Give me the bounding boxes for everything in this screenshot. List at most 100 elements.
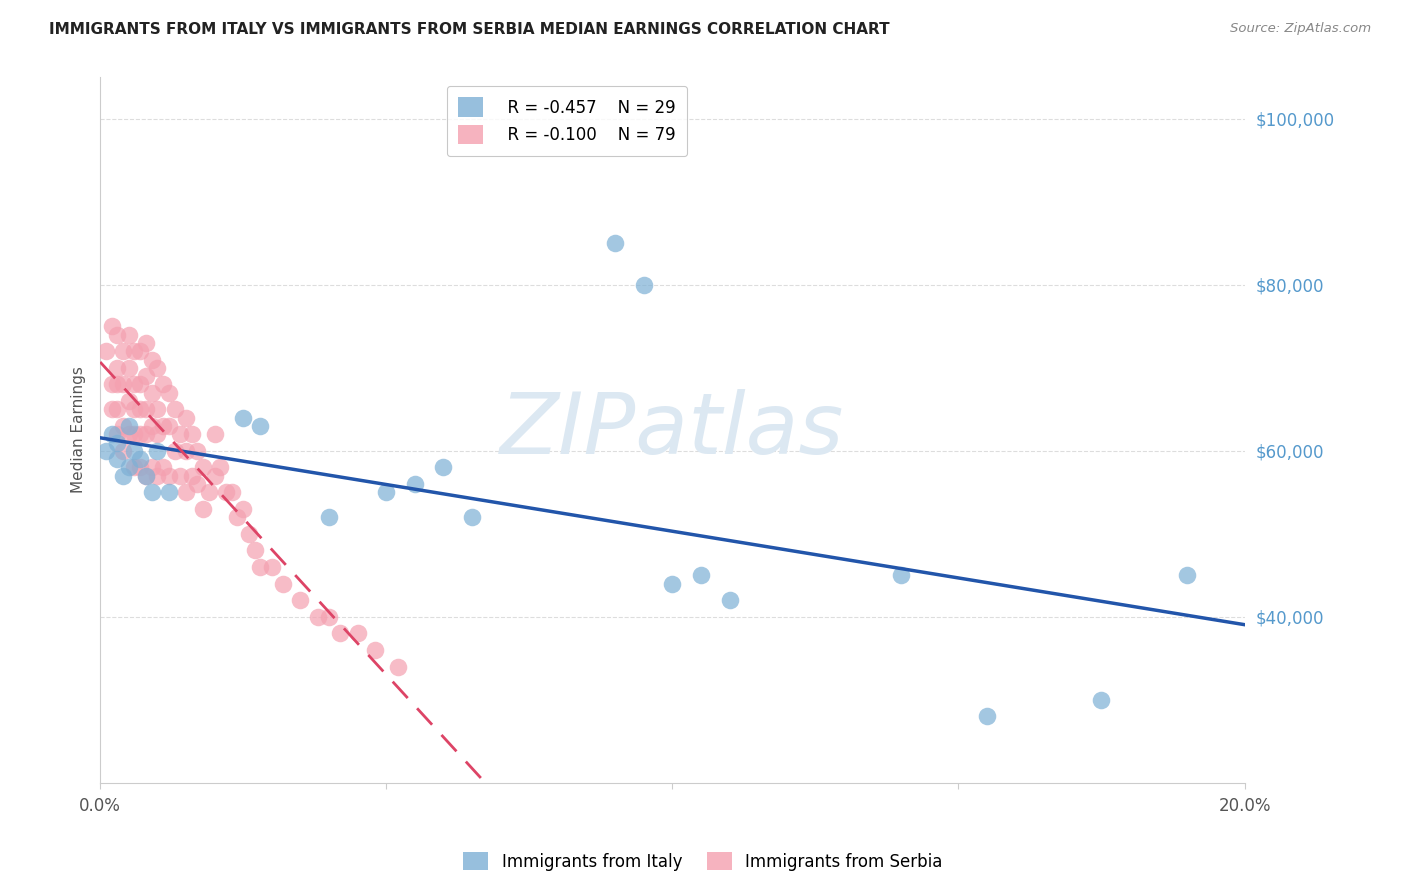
Point — [111, 418, 134, 433]
Point — [432, 460, 454, 475]
Point — [124, 427, 146, 442]
Point — [124, 443, 146, 458]
Point — [204, 468, 226, 483]
Point — [976, 709, 998, 723]
Point — [100, 319, 122, 334]
Point — [890, 568, 912, 582]
Point — [169, 468, 191, 483]
Point — [141, 485, 163, 500]
Point — [124, 460, 146, 475]
Point — [633, 277, 655, 292]
Point — [364, 643, 387, 657]
Point — [329, 626, 352, 640]
Point — [100, 427, 122, 442]
Point — [129, 427, 152, 442]
Point — [141, 460, 163, 475]
Point — [232, 410, 254, 425]
Point — [124, 377, 146, 392]
Point — [1090, 692, 1112, 706]
Point — [163, 443, 186, 458]
Point — [152, 418, 174, 433]
Point — [157, 418, 180, 433]
Point — [129, 402, 152, 417]
Point — [105, 377, 128, 392]
Point — [163, 402, 186, 417]
Point — [135, 402, 157, 417]
Point — [146, 468, 169, 483]
Point — [135, 335, 157, 350]
Point — [404, 477, 426, 491]
Point — [94, 344, 117, 359]
Point — [191, 460, 214, 475]
Point — [318, 510, 340, 524]
Point — [215, 485, 238, 500]
Point — [387, 659, 409, 673]
Point — [105, 402, 128, 417]
Point — [249, 560, 271, 574]
Legend:   R = -0.457    N = 29,   R = -0.100    N = 79: R = -0.457 N = 29, R = -0.100 N = 79 — [447, 86, 688, 156]
Point — [461, 510, 484, 524]
Point — [146, 427, 169, 442]
Point — [169, 427, 191, 442]
Point — [141, 385, 163, 400]
Point — [94, 443, 117, 458]
Point — [238, 526, 260, 541]
Y-axis label: Median Earnings: Median Earnings — [72, 367, 86, 493]
Point — [243, 543, 266, 558]
Point — [118, 394, 141, 409]
Point — [100, 402, 122, 417]
Point — [152, 377, 174, 392]
Point — [105, 452, 128, 467]
Point — [157, 385, 180, 400]
Point — [226, 510, 249, 524]
Point — [135, 369, 157, 384]
Point — [100, 377, 122, 392]
Text: ZIPatlas: ZIPatlas — [501, 389, 845, 472]
Point — [111, 377, 134, 392]
Point — [129, 377, 152, 392]
Point — [118, 418, 141, 433]
Point — [118, 327, 141, 342]
Point — [135, 427, 157, 442]
Point — [146, 360, 169, 375]
Point — [111, 443, 134, 458]
Point — [118, 460, 141, 475]
Point — [661, 576, 683, 591]
Point — [174, 443, 197, 458]
Point — [105, 360, 128, 375]
Point — [141, 352, 163, 367]
Point — [180, 468, 202, 483]
Point — [290, 593, 312, 607]
Point — [271, 576, 294, 591]
Point — [174, 485, 197, 500]
Point — [718, 593, 741, 607]
Point — [307, 609, 329, 624]
Point — [105, 435, 128, 450]
Point — [375, 485, 398, 500]
Point — [105, 327, 128, 342]
Point — [129, 452, 152, 467]
Point — [157, 485, 180, 500]
Point — [603, 236, 626, 251]
Point — [141, 418, 163, 433]
Point — [135, 468, 157, 483]
Point — [346, 626, 368, 640]
Point — [1175, 568, 1198, 582]
Legend: Immigrants from Italy, Immigrants from Serbia: Immigrants from Italy, Immigrants from S… — [456, 844, 950, 880]
Point — [690, 568, 713, 582]
Point — [129, 460, 152, 475]
Point — [249, 418, 271, 433]
Point — [152, 460, 174, 475]
Point — [260, 560, 283, 574]
Point — [146, 443, 169, 458]
Point — [105, 427, 128, 442]
Point — [180, 427, 202, 442]
Point — [157, 468, 180, 483]
Point — [124, 344, 146, 359]
Point — [318, 609, 340, 624]
Text: Source: ZipAtlas.com: Source: ZipAtlas.com — [1230, 22, 1371, 36]
Point — [221, 485, 243, 500]
Point — [191, 501, 214, 516]
Point — [118, 427, 141, 442]
Point — [232, 501, 254, 516]
